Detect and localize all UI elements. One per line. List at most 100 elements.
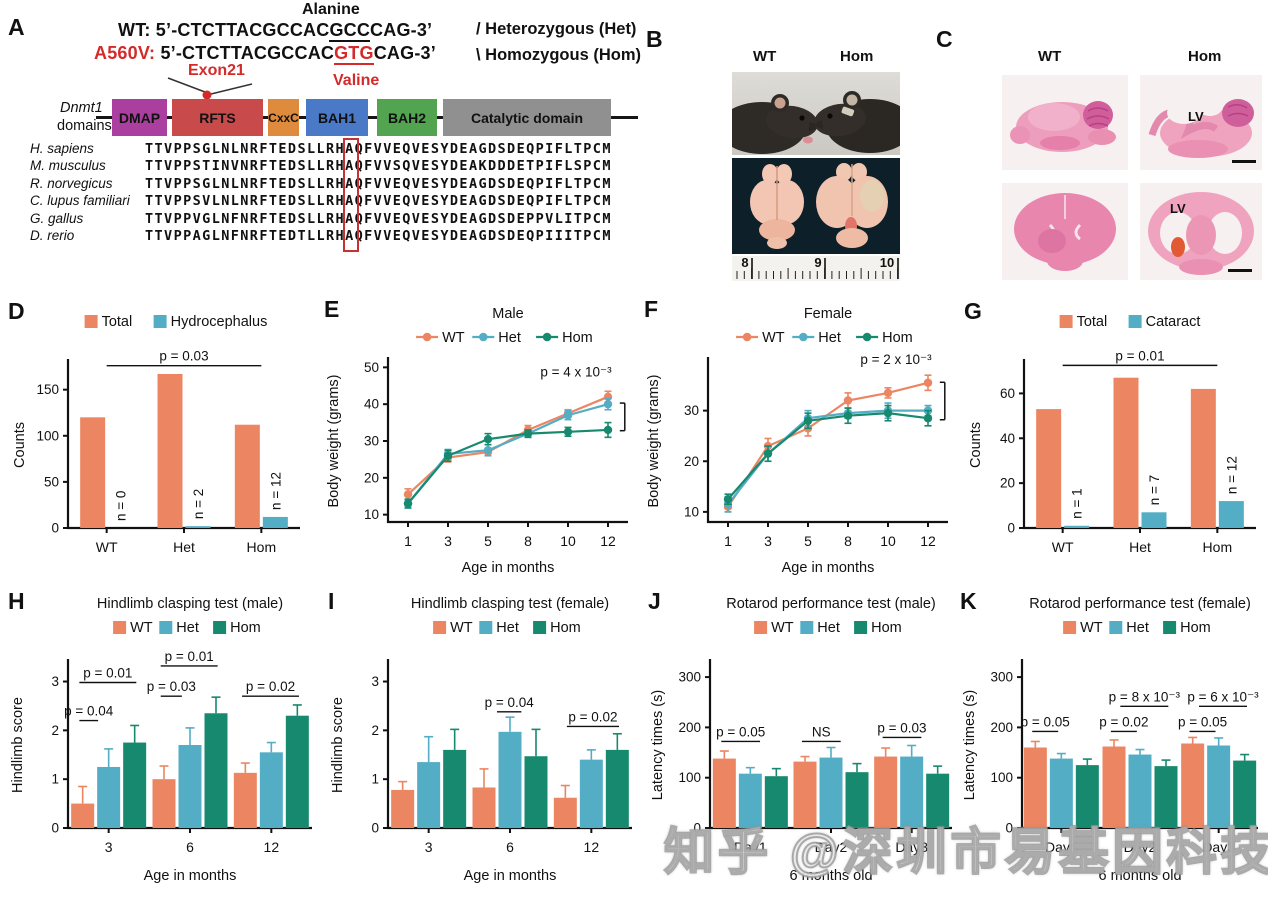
bar-wt <box>391 789 415 828</box>
data-point-hom <box>523 429 533 438</box>
series-line-het <box>407 403 609 505</box>
y-tick-label: 30 <box>684 403 699 418</box>
x-tick-label: Hom <box>247 539 277 555</box>
watermark: 知乎 @深圳市易基因科技 <box>663 823 1268 881</box>
protein-sequence: TTVPPSGLNLNRFTEDSLLRHAQFVVEQVESYDEAGDSDE… <box>145 141 612 157</box>
protein-sequence: TTVPPVGLNFNRFTEDSLLRHAQFVVEQVESYDEAGDSDE… <box>145 210 612 227</box>
data-point-wt <box>923 378 933 387</box>
domain-bah2: BAH2 <box>377 99 437 136</box>
domain-bah1: BAH1 <box>306 99 368 136</box>
p-value-label: NS <box>812 724 831 739</box>
chart-K: Rotarod performance test (female) WT Het Ho… <box>962 596 1259 884</box>
data-point-wt <box>883 388 893 398</box>
x-tick-label: 10 <box>560 533 576 549</box>
x-axis-title: Age in months <box>464 868 557 884</box>
x-tick-label: 6 <box>506 839 514 855</box>
chart-F: Female WT Het Hom 10 20 30 1 3 5 8 10 12 Body weight … <box>646 306 948 576</box>
y-tick-label: 300 <box>678 670 701 685</box>
protein-sequence: TTVPPSGLNLNRFTEDSLLRHAQFVVEQVESYDEAGDSDE… <box>145 175 612 192</box>
panel-b-wt-label: WT <box>753 48 777 65</box>
bar-hom <box>1154 766 1178 828</box>
data-point-het <box>603 399 613 409</box>
x-tick-label: WT <box>96 539 118 555</box>
bar-wt <box>152 779 176 828</box>
legend-marker-dot <box>799 332 808 342</box>
y-tick-label: 50 <box>44 474 59 489</box>
hom-mouse-snout <box>812 120 823 129</box>
y-tick-label: 30 <box>364 434 379 449</box>
mice-illustration <box>732 91 900 154</box>
valine-label: Valine <box>333 72 380 89</box>
bar-het <box>97 766 121 828</box>
x-axis-title: Age in months <box>462 560 555 576</box>
y-tick-label: 100 <box>36 428 59 443</box>
wt-mouse-paw <box>803 136 813 144</box>
data-point-wt <box>403 490 413 499</box>
p-value-label: p = 0.02 <box>246 679 295 694</box>
panel-k-letter: K <box>960 588 977 614</box>
legend-swatch <box>84 315 98 328</box>
scale-bar <box>1228 269 1252 272</box>
p-value-label: p = 0.04 <box>64 704 114 719</box>
hom-sag-ventricle2 <box>1198 100 1222 116</box>
bar-cataract <box>1141 512 1167 528</box>
hom-sagittal-section: LV <box>1140 75 1262 170</box>
x-tick-label: Day3 <box>895 839 928 855</box>
bar-total <box>157 373 183 528</box>
legend-label: Hom <box>230 620 261 636</box>
hom-brain-hemi-left <box>816 176 858 228</box>
protein-sequence: TTVPPAGLNFNRFTEDTLLRHAQFVVEQVESYDEAGDSDE… <box>145 228 612 244</box>
y-tick-label: 2 <box>371 723 379 738</box>
y-tick-label: 3 <box>51 674 59 689</box>
hom-sag-cerebellum-folia <box>1227 104 1249 117</box>
y-tick-label: 10 <box>684 504 699 519</box>
wt-sagittal-section <box>1002 75 1128 170</box>
legend-label: WT <box>130 620 153 636</box>
x-tick-label: 1 <box>404 533 412 549</box>
chart-container-j: Rotarod performance test (male) WT Het Hom 0… <box>646 592 960 897</box>
p-value-label: p = 0.05 <box>1021 714 1070 729</box>
series-line-wt <box>727 381 929 508</box>
chart-container-h: Hindlimb clasping test (male) WT Het Hom 0 1 2… <box>6 592 320 897</box>
legend-swatch <box>854 621 868 634</box>
panel-i-letter: I <box>328 588 335 614</box>
species-label: D. rerio <box>30 228 75 243</box>
chart-D: Total Hydrocephalus 0 50 100 150 WT Het Hom Count… <box>12 314 300 555</box>
data-point-hom <box>803 416 813 425</box>
chart-G: Total Cataract 0 20 40 60 WT Het Hom Counts n = 1 n… <box>968 314 1256 555</box>
exon-label: Exon21 <box>188 62 245 79</box>
legend-label: WT <box>771 620 794 636</box>
mice-photo <box>732 72 900 155</box>
hom-cor-hemorrhage <box>1171 237 1185 257</box>
ruler-graphic: 8 9 10 <box>736 256 899 279</box>
wt-coronal-graphic <box>1014 193 1116 271</box>
hom-sagittal-graphic: LV <box>1148 99 1256 163</box>
hom-cor-ventricle-left <box>1160 212 1196 254</box>
legend-swatch <box>754 621 768 634</box>
pointer-line-left <box>167 77 206 93</box>
y-tick-label: 20 <box>1000 476 1015 491</box>
wt-coronal-section <box>1002 183 1128 280</box>
species-label: C. lupus familiari <box>30 193 130 209</box>
ruler-number-10: 10 <box>880 256 894 270</box>
legend-label: Hydrocephalus <box>171 314 268 330</box>
hom-cor-ventricle-right <box>1208 212 1242 254</box>
p-value-label: p = 0.01 <box>1115 348 1164 363</box>
y-tick-label: 50 <box>364 360 379 375</box>
ruler-photo: 8 9 10 <box>732 256 900 281</box>
hom-mouse-eye <box>827 113 833 119</box>
hom-coronal-graphic: LV <box>1148 192 1254 275</box>
bar-hom <box>443 749 467 828</box>
wt-sequence: WT: 5’-CTCTTACGCCACGCCCAG-3’ <box>118 20 432 42</box>
n-count-label: n = 1 <box>1070 488 1085 518</box>
data-point-hom <box>923 414 933 423</box>
y-axis-title: Latency times (s) <box>650 690 666 800</box>
x-tick-label: 6 <box>186 839 194 855</box>
wt-sag-cortex <box>1028 103 1080 131</box>
bar-het <box>417 762 441 828</box>
hom-brain-cerebellum <box>836 228 868 248</box>
n-count-label: n = 12 <box>1224 456 1239 494</box>
chart-title: Hindlimb clasping test (male) <box>97 596 283 612</box>
bar-cataract <box>1218 501 1244 528</box>
bar-wt <box>233 772 257 828</box>
